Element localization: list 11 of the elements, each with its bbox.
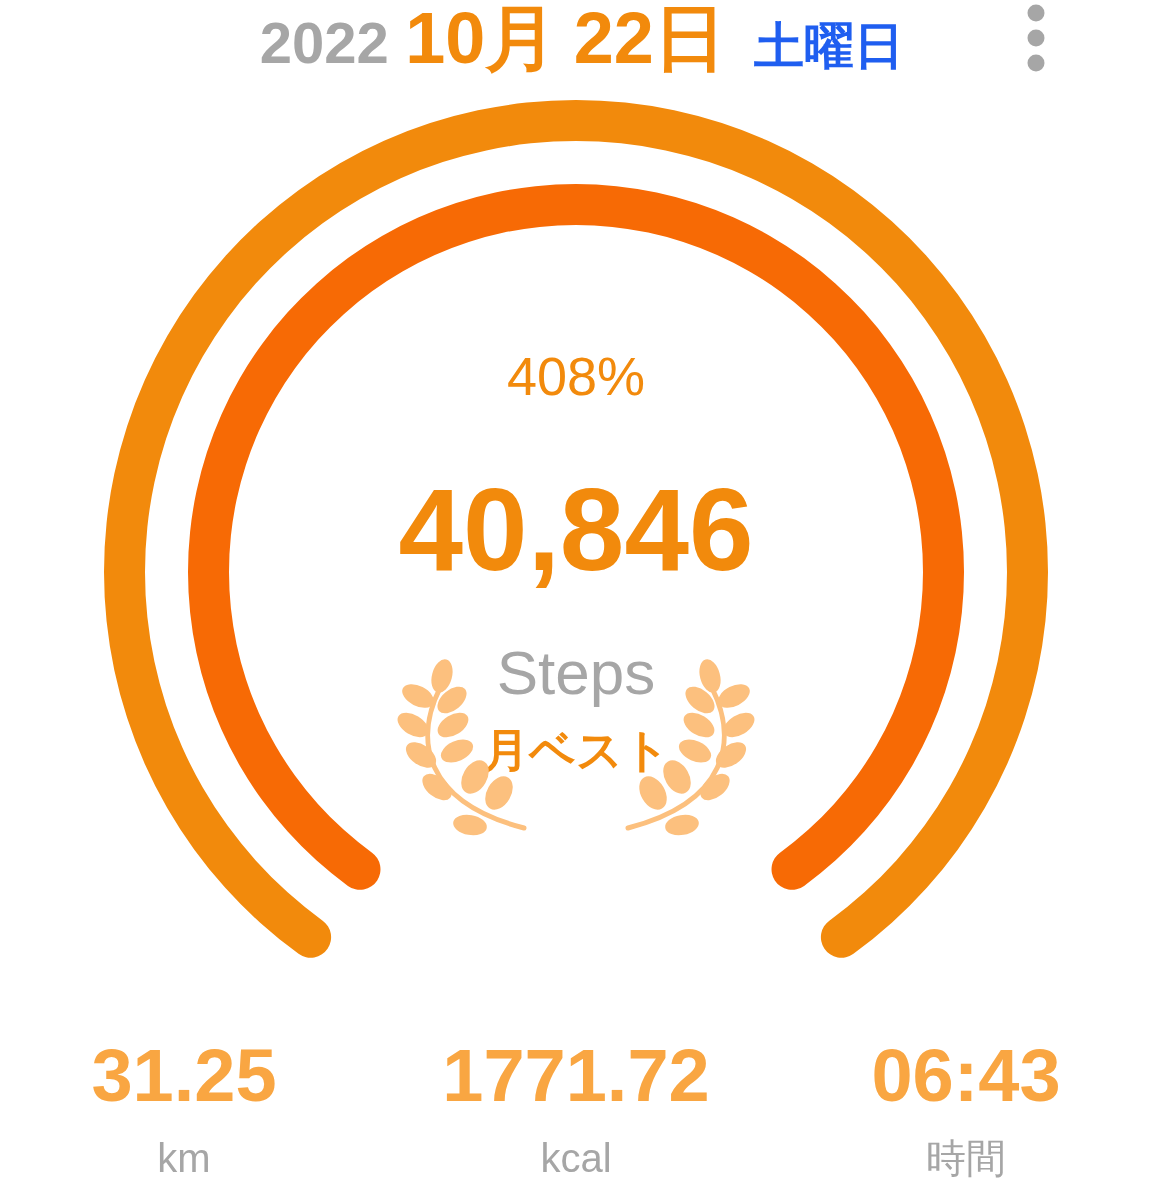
text: 1771.72 [442,1033,710,1117]
text: 06:43 [871,1033,1061,1117]
text: Steps [496,637,656,707]
chart-title: 2022 10月 22日 土曜日 [259,0,905,78]
text: 時間 [926,1136,1006,1180]
text: 31.25 [91,1033,277,1117]
text: kcal [540,1136,612,1180]
text: 40,846 [398,465,754,595]
text: km [157,1136,211,1180]
text: 月ベスト [481,724,670,776]
text: 408% [506,346,646,406]
